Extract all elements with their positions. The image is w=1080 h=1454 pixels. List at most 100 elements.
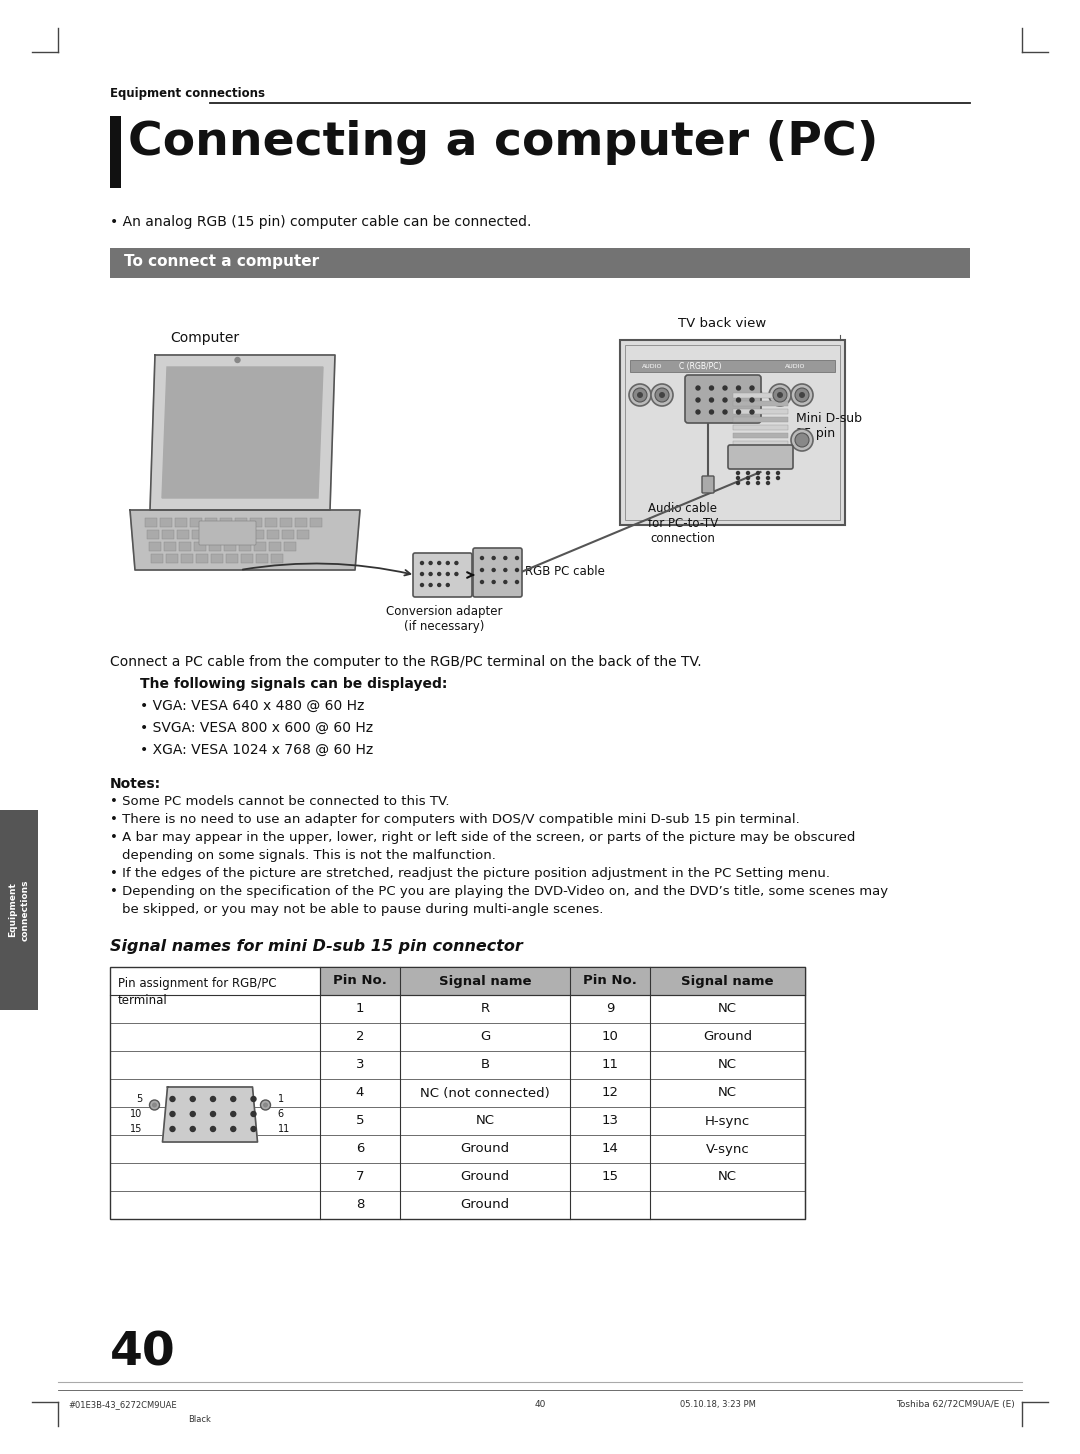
Bar (625, 345, 840, 521)
Bar (630, 361, 835, 372)
Ellipse shape (420, 573, 423, 576)
Ellipse shape (504, 580, 507, 583)
Bar (162, 531, 174, 539)
Ellipse shape (492, 557, 495, 560)
Text: • A bar may appear in the upper, lower, right or left side of the screen, or par: • A bar may appear in the upper, lower, … (110, 832, 855, 843)
Bar (239, 542, 251, 551)
Bar (147, 531, 159, 539)
Ellipse shape (231, 1111, 235, 1117)
Ellipse shape (170, 1127, 175, 1131)
Text: The following signals can be displayed:: The following signals can be displayed: (140, 678, 447, 691)
Bar (145, 518, 157, 526)
Ellipse shape (777, 471, 780, 474)
Text: 4: 4 (355, 1086, 364, 1099)
Ellipse shape (481, 569, 484, 571)
Ellipse shape (170, 1096, 175, 1102)
Bar (0, 810, 38, 1011)
Text: 40: 40 (535, 1400, 545, 1409)
Text: RGB PC cable: RGB PC cable (525, 566, 605, 579)
Bar (205, 518, 217, 526)
Ellipse shape (429, 573, 432, 576)
Ellipse shape (659, 393, 665, 398)
Bar (733, 393, 788, 398)
Ellipse shape (504, 557, 507, 560)
Bar (733, 417, 788, 422)
Ellipse shape (190, 1111, 195, 1117)
Text: Toshiba 62/72CM9UA/E (E): Toshiba 62/72CM9UA/E (E) (896, 1400, 1015, 1409)
Bar (620, 340, 845, 525)
Ellipse shape (637, 393, 643, 398)
Text: 10: 10 (602, 1031, 619, 1044)
Ellipse shape (149, 1101, 160, 1109)
Bar (237, 531, 249, 539)
Bar (249, 518, 262, 526)
Text: TV back view: TV back view (678, 317, 767, 330)
Ellipse shape (446, 583, 449, 586)
Text: • VGA: VESA 640 x 480 @ 60 Hz: • VGA: VESA 640 x 480 @ 60 Hz (140, 699, 364, 712)
Text: Pin No.: Pin No. (583, 974, 637, 987)
Ellipse shape (446, 561, 449, 564)
Ellipse shape (629, 384, 651, 406)
Bar (267, 531, 279, 539)
Ellipse shape (251, 1111, 256, 1117)
Text: NC: NC (718, 1170, 737, 1184)
Text: 9: 9 (606, 1002, 615, 1015)
Bar (265, 518, 276, 526)
Ellipse shape (737, 471, 740, 474)
Ellipse shape (799, 393, 805, 398)
Bar (269, 542, 281, 551)
Ellipse shape (767, 481, 769, 484)
Ellipse shape (737, 477, 740, 480)
Bar (177, 531, 189, 539)
Bar (271, 554, 283, 563)
Text: NC: NC (718, 1059, 737, 1072)
Ellipse shape (767, 471, 769, 474)
Text: • There is no need to use an adapter for computers with DOS/V compatible mini D-: • There is no need to use an adapter for… (110, 813, 800, 826)
Ellipse shape (791, 429, 813, 451)
Bar (222, 531, 234, 539)
Ellipse shape (737, 385, 741, 390)
Bar (220, 518, 232, 526)
Text: Equipment
connections: Equipment connections (9, 880, 29, 941)
Ellipse shape (251, 1127, 256, 1131)
Ellipse shape (492, 580, 495, 583)
Ellipse shape (767, 477, 769, 480)
Ellipse shape (231, 1096, 235, 1102)
Bar (295, 518, 307, 526)
Ellipse shape (710, 398, 714, 401)
Bar (224, 542, 237, 551)
Bar (190, 518, 202, 526)
Text: 8: 8 (355, 1198, 364, 1211)
Text: C (RGB/PC): C (RGB/PC) (678, 362, 721, 371)
Polygon shape (130, 510, 360, 570)
Ellipse shape (633, 388, 647, 401)
Bar (280, 518, 292, 526)
Text: NC (not connected): NC (not connected) (420, 1086, 550, 1099)
Ellipse shape (777, 477, 780, 480)
Text: To connect a computer: To connect a computer (124, 254, 319, 269)
Ellipse shape (795, 388, 809, 401)
Text: • SVGA: VESA 800 x 600 @ 60 Hz: • SVGA: VESA 800 x 600 @ 60 Hz (140, 721, 373, 736)
Bar (733, 441, 788, 446)
Ellipse shape (791, 384, 813, 406)
Ellipse shape (190, 1127, 195, 1131)
Text: NC: NC (718, 1002, 737, 1015)
Bar (160, 518, 172, 526)
Text: • Some PC models cannot be connected to this TV.: • Some PC models cannot be connected to … (110, 795, 449, 808)
Polygon shape (162, 1088, 257, 1141)
Ellipse shape (746, 481, 750, 484)
FancyBboxPatch shape (728, 445, 793, 470)
Ellipse shape (420, 583, 423, 586)
Bar (194, 542, 206, 551)
Text: 10: 10 (131, 1109, 143, 1120)
Bar (733, 449, 788, 454)
Ellipse shape (696, 410, 700, 414)
Bar (297, 531, 309, 539)
Ellipse shape (190, 1096, 195, 1102)
Bar (241, 554, 253, 563)
Text: Signal name: Signal name (438, 974, 531, 987)
Ellipse shape (746, 477, 750, 480)
Text: Ground: Ground (703, 1031, 752, 1044)
Ellipse shape (750, 410, 754, 414)
Text: #01E3B-43_6272CM9UAE: #01E3B-43_6272CM9UAE (68, 1400, 177, 1409)
